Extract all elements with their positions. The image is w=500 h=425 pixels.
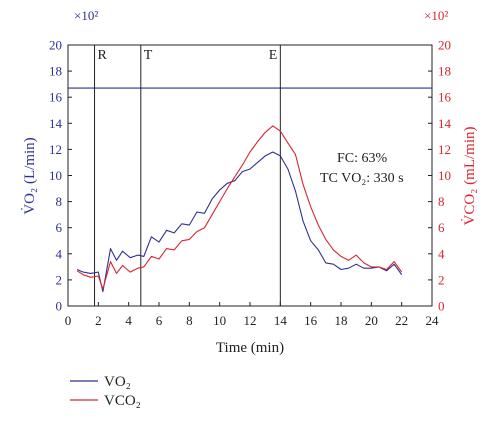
y-left-tick-label: 12 [49, 142, 62, 157]
y-right-tick-label: 10 [438, 168, 451, 183]
x-tick-label: 18 [335, 313, 348, 328]
x-tick-label: 14 [274, 313, 288, 328]
x-tick-label: 24 [426, 313, 440, 328]
annotation-fc: FC: 63% [337, 151, 388, 166]
x-axis-title: Time (min) [216, 340, 284, 356]
y-right-tick-label: 4 [438, 246, 445, 261]
right-multiplier: ×10² [424, 8, 448, 23]
x-tick-label: 16 [304, 313, 318, 328]
series-layer [76, 125, 403, 293]
y-left-tick-label: 8 [56, 194, 63, 209]
x-tick-label: 2 [95, 313, 102, 328]
y-left-tick-label: 0 [56, 299, 63, 314]
x-tick-label: 0 [65, 313, 72, 328]
marker-label-t: T [144, 48, 153, 63]
left-axis-title: V̇O₂ (L/min) [21, 137, 38, 214]
x-tick-label: 22 [395, 313, 408, 328]
annotation-tc: TC VO₂: 330 s [320, 171, 404, 186]
y-right-tick-label: 2 [438, 272, 445, 287]
x-tick-label: 12 [244, 313, 257, 328]
marker-label-e: E [269, 48, 278, 63]
series-line-vco2 [76, 125, 403, 290]
right-axis-title: V̇CO₂ (mL/min) [461, 127, 478, 226]
y-left-tick-label: 18 [49, 64, 62, 79]
y-right-tick-label: 20 [438, 38, 451, 53]
y-left-tick-label: 2 [56, 272, 63, 287]
legend: VO₂ VCO₂ [70, 374, 141, 409]
y-right-tick-label: 8 [438, 194, 445, 209]
series-line-vo2 [76, 151, 403, 293]
x-tick-label: 4 [125, 313, 132, 328]
x-tick-label: 6 [156, 313, 163, 328]
y-left-tick-label: 20 [49, 38, 62, 53]
y-right-tick-label: 0 [438, 299, 445, 314]
y-right-tick-label: 6 [438, 220, 445, 235]
y-left-tick-label: 14 [49, 116, 63, 131]
marker-label-r: R [98, 48, 108, 63]
y-right-tick-label: 14 [438, 116, 452, 131]
y-left-tick-label: 16 [49, 90, 63, 105]
x-tick-label: 8 [186, 313, 193, 328]
y-left-tick-label: 10 [49, 168, 62, 183]
x-tick-label: 10 [213, 313, 226, 328]
x-tick-label: 20 [365, 313, 378, 328]
y-left-tick-label: 6 [56, 220, 63, 235]
left-multiplier: ×10² [74, 8, 98, 23]
legend-label-vo2: VO₂ [104, 374, 131, 390]
y-right-tick-label: 12 [438, 142, 451, 157]
legend-label-vco2: VCO₂ [104, 393, 141, 409]
y-right-tick-label: 16 [438, 90, 452, 105]
y-right-tick-label: 18 [438, 64, 451, 79]
y-left-tick-label: 4 [56, 246, 63, 261]
